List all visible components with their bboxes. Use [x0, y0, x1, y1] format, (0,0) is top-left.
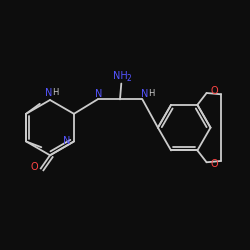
- Text: O: O: [30, 162, 38, 172]
- Text: N: N: [141, 88, 148, 99]
- Text: NH: NH: [112, 71, 127, 81]
- Text: O: O: [210, 86, 218, 96]
- Text: N: N: [45, 88, 52, 98]
- Text: O: O: [210, 159, 218, 169]
- Text: H: H: [148, 89, 154, 98]
- Text: N: N: [63, 136, 70, 146]
- Text: H: H: [52, 88, 59, 97]
- Text: 2: 2: [127, 74, 132, 83]
- Text: N: N: [95, 88, 102, 99]
